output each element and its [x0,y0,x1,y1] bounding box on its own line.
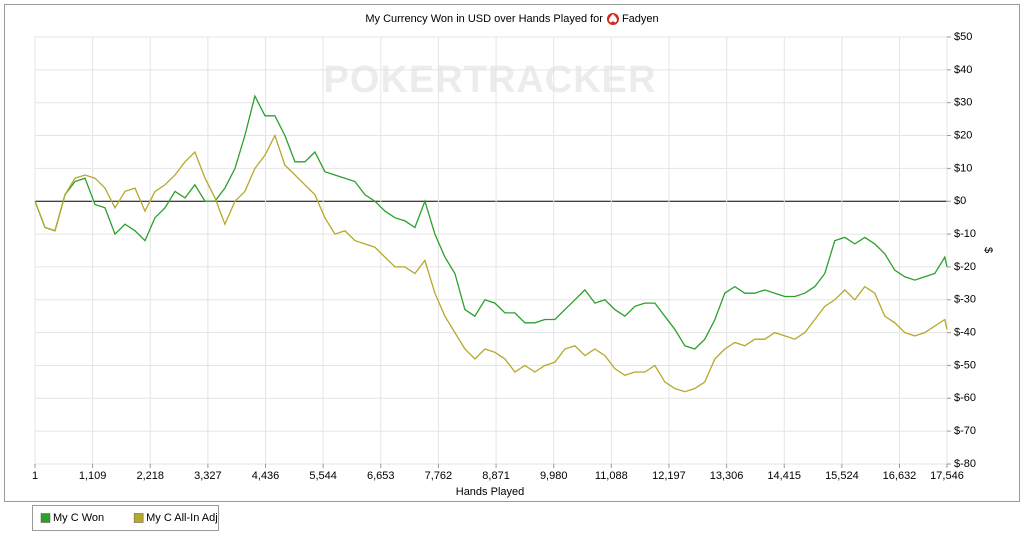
site-icon [606,13,619,25]
y-tick-label: $0 [954,195,966,207]
legend-label: My C All-In Adj [146,512,218,524]
chart-title: My Currency Won in USD over Hands Played… [365,13,603,25]
legend-label: My C Won [53,512,104,524]
y-axis-title: $ [982,247,994,253]
x-tick-label: 14,415 [767,470,801,482]
x-tick-label: 3,327 [194,470,222,482]
series-line [34,94,948,350]
legend-frame [32,505,219,531]
player-name: Fadyen [622,13,659,25]
x-tick-label: 9,980 [540,470,568,482]
y-tick-label: $-50 [954,359,976,371]
y-tick-label: $-30 [954,294,976,306]
icon-spade [608,14,617,23]
x-tick-label: 8,871 [482,470,510,482]
x-tick-label: 11,088 [595,470,628,482]
y-tick-label: $-10 [954,228,976,240]
grid [34,36,948,465]
x-tick-label: 1,109 [79,470,107,482]
x-tick-label: 4,436 [252,470,280,482]
series-line [34,133,948,393]
chart-frame [4,4,1020,502]
x-tick-label: 2,218 [136,470,164,482]
y-tick-label: $20 [954,129,972,141]
y-tick-label: $-20 [954,261,976,273]
y-tick-label: $-80 [954,458,976,470]
x-axis-title: Hands Played [456,486,525,498]
x-tick-label: 17,546 [930,470,964,482]
legend-swatch [40,513,51,523]
x-tick-label: 16,632 [883,470,917,482]
x-tick-label: 7,762 [425,470,453,482]
y-tick-label: $10 [954,162,972,174]
y-tick-label: $30 [954,97,972,109]
x-tick-label: 13,306 [710,470,744,482]
y-tick-label: $-70 [954,425,976,437]
x-tick-label: 12,197 [652,470,686,482]
legend-swatch [133,513,144,523]
x-tick-label: 5,544 [309,470,337,482]
y-tick-label: $50 [954,31,972,43]
x-tick-label: 6,653 [367,470,395,482]
x-tick-label: 15,524 [825,470,859,482]
y-tick-label: $40 [954,64,972,76]
y-tick-label: $-40 [954,327,976,339]
y-tick-label: $-60 [954,392,976,404]
x-tick-label: 1 [32,470,38,482]
watermark: POKERTRACKER [324,59,657,101]
